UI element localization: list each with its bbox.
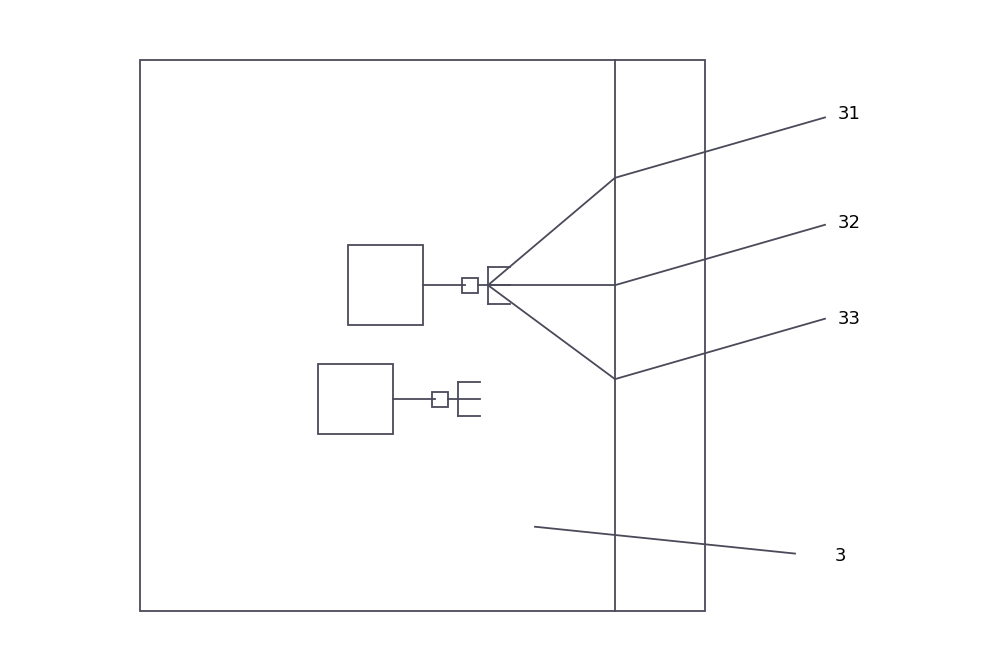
Bar (462, 278, 478, 293)
Text: 32: 32 (838, 214, 861, 231)
Bar (348, 245, 423, 325)
Bar (318, 364, 392, 435)
Text: 31: 31 (838, 105, 861, 123)
Bar (140, 60, 705, 611)
Bar (432, 392, 448, 407)
Text: 3: 3 (835, 547, 846, 564)
Text: 33: 33 (838, 310, 861, 327)
